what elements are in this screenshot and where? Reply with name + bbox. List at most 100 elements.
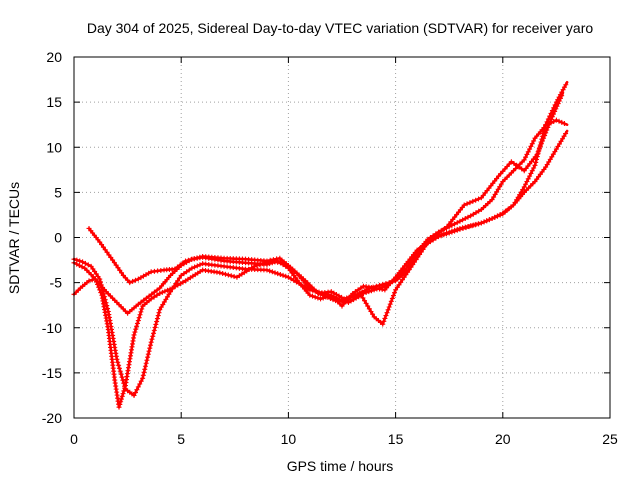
data-point [383,313,389,319]
data-point [532,162,538,168]
data-point [88,263,94,269]
data-point [114,356,120,362]
data-point [170,285,176,291]
data-point [396,282,402,288]
data-point [521,157,527,163]
data-point [149,291,155,297]
data-point [116,365,122,371]
data-point [525,149,531,155]
data-point [563,82,569,88]
data-point [498,181,504,187]
data-point [414,247,420,253]
data-point [484,218,490,224]
data-point [149,336,155,342]
data-point [184,259,190,265]
data-point [464,201,470,207]
data-point [301,284,307,290]
data-point [281,261,287,267]
data-point [460,217,466,223]
data-point [163,296,169,302]
data-point [180,279,186,285]
data-point [278,260,284,266]
data-point [417,245,423,251]
data-point [138,299,144,305]
data-point [470,198,476,204]
data-point [147,345,153,351]
data-point [315,289,321,295]
data-point [254,262,260,268]
data-point [547,119,553,125]
data-point [92,276,98,282]
data-point [131,392,137,398]
data-point [154,319,160,325]
data-point [420,246,426,252]
data-point [108,254,114,260]
data-point [100,244,106,250]
data-point [546,159,552,165]
data-point [82,260,88,266]
data-point [194,263,200,269]
data-point [559,119,565,125]
data-point [117,401,123,407]
data-point [119,374,125,380]
data-point [553,117,559,123]
x-tick-label: 0 [70,431,78,447]
data-point [536,146,542,152]
data-point [127,280,133,286]
data-point [322,293,328,299]
data-point [186,267,192,273]
data-point [186,258,192,264]
data-point [452,228,458,234]
data-point [330,297,336,303]
data-point [90,266,96,272]
data-point [122,385,128,391]
data-point [275,259,281,265]
data-point [307,285,313,291]
data-point [401,274,407,280]
data-point [408,264,414,270]
data-point [146,270,152,276]
grid-lines [74,57,610,418]
data-point [299,282,305,288]
data-point [381,318,387,324]
data-point [111,260,117,266]
data-point [166,291,172,297]
data-point [225,272,231,278]
data-point [152,324,158,330]
data-point [462,216,468,222]
data-point [529,168,535,174]
data-point [494,213,500,219]
data-point [284,263,290,269]
data-point [164,287,170,293]
chart-title: Day 304 of 2025, Sidereal Day-to-day VTE… [87,20,593,36]
data-point [148,296,154,302]
data-point [181,261,187,267]
data-point [153,321,159,327]
data-point [546,122,552,128]
data-point [433,235,439,241]
data-point [547,156,553,162]
data-point [135,384,141,390]
data-point [257,262,263,268]
data-point [99,242,105,248]
x-tick-label: 10 [281,431,297,447]
data-point [390,293,396,299]
data-point [559,93,565,99]
data-point [142,366,148,372]
data-point [353,295,359,301]
x-tick-label: 25 [602,431,618,447]
data-point [137,381,143,387]
data-point [358,285,364,291]
data-point [251,263,257,269]
data-point [231,273,237,279]
data-point [119,393,125,399]
data-point [140,372,146,378]
data-point [151,330,157,336]
data-point [139,306,145,312]
data-point [544,127,550,133]
data-point [387,301,393,307]
data-point [473,210,479,216]
data-point [497,184,503,190]
data-point [289,267,295,273]
